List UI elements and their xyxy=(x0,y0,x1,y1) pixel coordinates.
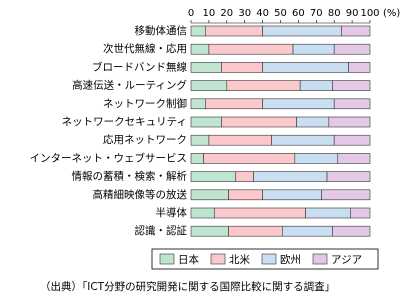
bar-segment xyxy=(271,134,335,146)
source: （出典）「ICT分野の研究開発に関する国際比較に関する調査」 xyxy=(40,280,335,293)
bar-segment xyxy=(228,225,283,237)
bar-segment xyxy=(190,207,215,219)
bar-segment xyxy=(332,80,371,91)
x-tick-label: 60 xyxy=(292,8,305,19)
legend-swatch xyxy=(210,253,226,265)
legend-label: 北米 xyxy=(229,253,250,266)
bar-segment xyxy=(333,98,371,110)
x-tick-label: 10 xyxy=(203,8,216,19)
y-tick-label: 認識・認証 xyxy=(135,224,188,237)
bar-segment xyxy=(205,25,263,37)
bar-segment xyxy=(333,43,371,55)
x-tick-label: 50 xyxy=(274,8,287,19)
bar-segment xyxy=(262,189,322,201)
bar-segment xyxy=(348,62,371,73)
y-tick-label: ネットワークセキュリティ xyxy=(62,116,187,128)
legend-label: 欧州 xyxy=(280,254,301,266)
x-tick-label: 100 xyxy=(360,8,379,19)
bar-segment xyxy=(221,62,263,73)
bar-segment xyxy=(294,153,339,164)
y-tick-label: ネットワーク制御 xyxy=(103,97,187,110)
y-tick-label: 移動体通信 xyxy=(135,24,188,37)
bar-segment xyxy=(190,116,222,128)
x-tick-label: 80 xyxy=(328,8,341,19)
bar-segment xyxy=(190,153,204,164)
bar-segment xyxy=(299,80,333,91)
bar-segment xyxy=(221,116,297,128)
bar-segment xyxy=(328,116,371,128)
bar-segment xyxy=(190,225,229,237)
legend-label: 日本 xyxy=(178,253,199,266)
bar-segment xyxy=(262,62,349,73)
y-tick-label: ブロードバンド無線 xyxy=(92,60,188,73)
x-unit: (%) xyxy=(383,8,400,19)
bar-segment xyxy=(190,80,228,91)
bar-segment xyxy=(190,189,229,201)
bar-segment xyxy=(350,207,371,219)
bar-segment xyxy=(208,43,294,55)
y-tick-label: 次世代無線・応用 xyxy=(103,42,187,55)
y-tick-label: 情報の蓄積・検索・解析 xyxy=(72,170,188,183)
x-tick-label: 0 xyxy=(188,8,194,19)
legend-swatch xyxy=(312,253,328,265)
bar-segment xyxy=(205,98,263,110)
bar-segment xyxy=(190,171,237,182)
x-tick-label: 70 xyxy=(310,8,323,19)
y-tick-label: 高速伝送・ルーティング xyxy=(72,79,187,92)
bar-segment xyxy=(321,189,371,201)
x-tick-label: 30 xyxy=(238,8,251,19)
bar-segment xyxy=(226,80,301,91)
y-tick-label: 応用ネットワーク xyxy=(103,133,187,146)
bar-segment xyxy=(253,171,328,182)
bar-segment xyxy=(341,25,371,37)
legend-label: アジア xyxy=(331,254,362,266)
bar-segment xyxy=(190,25,206,37)
y-tick-label: インターネット・ウェブサービス xyxy=(30,151,188,164)
bar-segment xyxy=(262,98,335,110)
y-tick-label: 高精細映像等の放送 xyxy=(93,188,188,201)
bar-segment xyxy=(333,134,371,146)
bar-segment xyxy=(262,25,342,37)
bar-segment xyxy=(326,171,371,182)
x-tick-label: 20 xyxy=(220,8,233,19)
bar-segment xyxy=(296,116,330,128)
bar-segment xyxy=(190,98,206,110)
bar-segment xyxy=(190,134,210,146)
bar-segment xyxy=(235,171,254,182)
bar-segment xyxy=(337,153,371,164)
x-tick-label: 90 xyxy=(346,8,359,19)
bar-segment xyxy=(305,207,351,219)
bar-segment xyxy=(190,43,210,55)
bar-segment xyxy=(203,153,296,164)
bar-segment xyxy=(213,207,306,219)
bar-segment xyxy=(292,43,335,55)
legend-box xyxy=(151,248,379,270)
y-tick-label: 半導体 xyxy=(156,206,188,219)
bar-segment xyxy=(208,134,272,146)
bar-segment xyxy=(190,62,222,73)
bar-segment xyxy=(332,225,371,237)
bar-segment xyxy=(281,225,333,237)
legend-swatch xyxy=(261,253,277,265)
legend-swatch xyxy=(159,253,175,265)
bar-segment xyxy=(228,189,263,201)
x-tick-label: 40 xyxy=(256,8,269,19)
